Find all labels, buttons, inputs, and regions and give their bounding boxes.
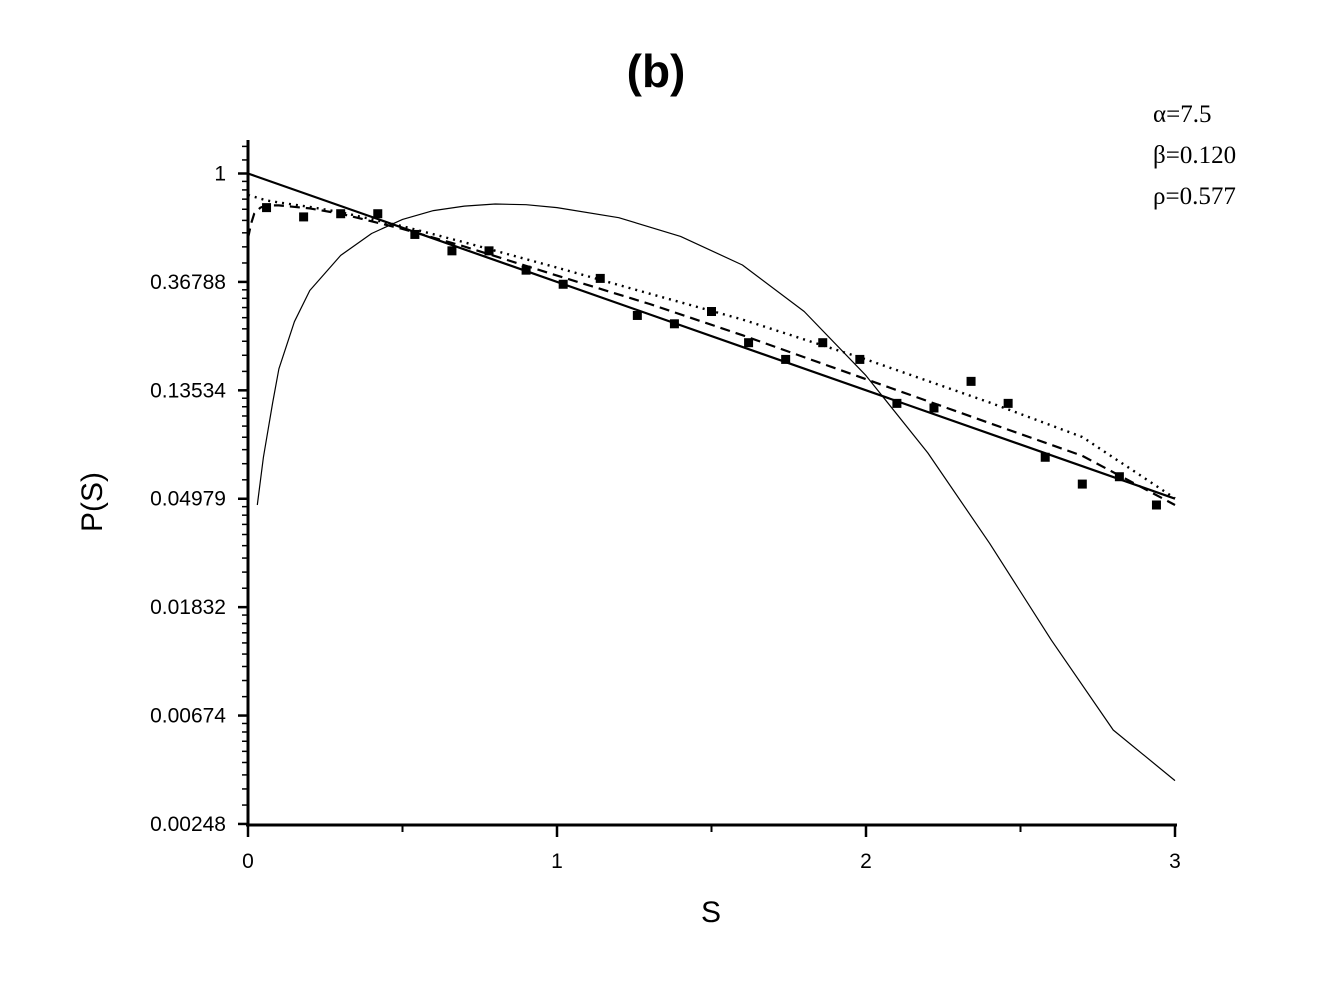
data-point (744, 338, 754, 348)
data-point (373, 209, 383, 219)
y-tick-label: 0.01832 (150, 596, 226, 619)
data-point (632, 310, 642, 320)
data-point (669, 319, 679, 329)
parameter-label: α=7.5 (1153, 101, 1211, 128)
x-tick-label: 3 (1169, 850, 1181, 873)
data-point (299, 212, 309, 222)
data-point (558, 279, 568, 289)
y-tick-label: 0.13534 (150, 379, 226, 402)
chart-title: (b) (627, 45, 686, 97)
data-point (1077, 479, 1087, 489)
data-point (595, 273, 605, 283)
data-point (781, 354, 791, 364)
data-point (521, 265, 531, 275)
y-tick-label: 0.00248 (150, 813, 226, 836)
data-point (410, 229, 420, 239)
data-point (855, 354, 865, 364)
parameter-label: ρ=0.577 (1153, 183, 1236, 210)
curve-solid-thick (247, 172, 1176, 500)
parameter-annotations: α=7.5 β=0.120 ρ=0.577 (1153, 101, 1236, 210)
data-point (1003, 398, 1013, 408)
data-point (262, 203, 272, 213)
y-tick-label: 0.04979 (150, 488, 226, 511)
y-ticks: 1 0.36788 0.13534 0.04979 0.01832 0.00674 0.00… (150, 145, 248, 836)
x-ticks: 0 1 2 3 (242, 825, 1181, 873)
data-point (1151, 500, 1161, 510)
x-tick-label: 2 (860, 850, 872, 873)
curves (246, 172, 1176, 782)
x-tick-label: 1 (551, 850, 563, 873)
x-axis-label: S (701, 896, 721, 929)
data-point (1114, 472, 1124, 482)
curve-solid-thin (256, 203, 1176, 782)
y-axis-label: P(S) (76, 472, 109, 532)
parameter-label: β=0.120 (1153, 142, 1236, 169)
data-point (447, 246, 457, 256)
y-tick-label: 1 (214, 163, 226, 186)
data-point (1040, 452, 1050, 462)
data-point (336, 209, 346, 219)
data-point (484, 246, 494, 256)
curve-dashed (246, 204, 1176, 506)
data-point (966, 376, 976, 386)
data-points (262, 203, 1161, 510)
data-point (707, 307, 716, 317)
data-point (929, 403, 939, 413)
data-point (818, 338, 828, 348)
x-tick-label: 0 (242, 850, 254, 873)
data-point (892, 398, 902, 408)
y-tick-label: 0.00674 (150, 705, 226, 728)
y-tick-label: 0.36788 (150, 271, 226, 294)
